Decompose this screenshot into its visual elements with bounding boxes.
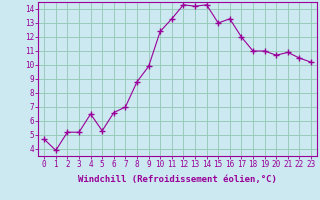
X-axis label: Windchill (Refroidissement éolien,°C): Windchill (Refroidissement éolien,°C) bbox=[78, 175, 277, 184]
